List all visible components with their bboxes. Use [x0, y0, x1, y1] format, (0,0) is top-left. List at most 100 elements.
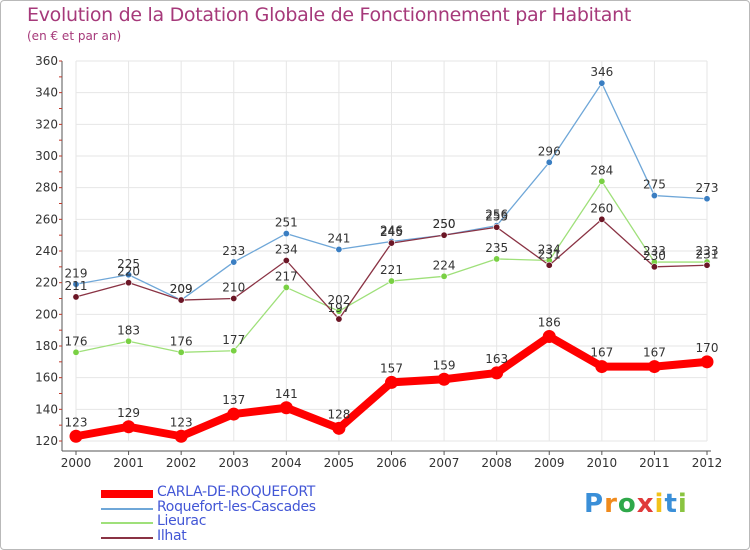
- data-label: 177: [222, 333, 245, 347]
- data-point: [387, 277, 395, 285]
- data-point: [387, 239, 395, 247]
- data-label: 163: [485, 352, 508, 366]
- legend-label: CARLA-DE-ROQUEFORT: [157, 484, 315, 500]
- data-point: [335, 315, 343, 323]
- data-point: [598, 177, 606, 185]
- logo-letter: i: [654, 489, 665, 519]
- data-label: 167: [643, 346, 666, 360]
- y-tick-label: 140: [35, 402, 58, 416]
- y-tick-label: 240: [35, 244, 58, 258]
- data-point: [122, 420, 136, 434]
- data-point: [440, 231, 448, 239]
- data-label: 273: [696, 181, 719, 195]
- y-tick-label: 180: [35, 339, 58, 353]
- data-label: 176: [170, 334, 193, 348]
- data-label: 157: [380, 361, 403, 375]
- data-point: [282, 256, 290, 264]
- legend-label: Lieurac: [157, 513, 207, 529]
- y-tick-label: 220: [35, 276, 58, 290]
- data-point: [335, 307, 343, 315]
- data-point: [282, 283, 290, 291]
- data-point: [230, 347, 238, 355]
- data-point: [332, 421, 346, 435]
- x-tick-label: 2011: [639, 456, 670, 470]
- data-label: 234: [538, 243, 561, 257]
- data-point: [69, 429, 83, 443]
- data-label: 186: [538, 316, 561, 330]
- logo-letter: P: [584, 489, 605, 519]
- data-label: 346: [590, 65, 613, 79]
- data-label: 225: [117, 257, 140, 271]
- data-label: 250: [433, 217, 456, 231]
- x-tick-label: 2012: [692, 456, 723, 470]
- data-label: 233: [222, 244, 245, 258]
- data-point: [125, 271, 133, 279]
- data-label: 251: [275, 216, 298, 230]
- data-label: 170: [696, 341, 719, 355]
- data-point: [700, 355, 714, 369]
- data-point: [493, 223, 501, 231]
- data-point: [437, 372, 451, 386]
- data-label: 202: [327, 293, 350, 307]
- x-tick-label: 2009: [534, 456, 565, 470]
- x-tick-label: 2007: [429, 456, 460, 470]
- legend-label: Roquefort-les-Cascades: [157, 499, 316, 515]
- data-label: 245: [380, 225, 403, 239]
- series-group: [69, 79, 714, 443]
- data-label: 128: [327, 407, 350, 421]
- legend-label: Ilhat: [157, 528, 187, 544]
- axes: 120 140 160 180 200 220 240 260 280 300 320 340 360 2…: [35, 54, 722, 470]
- data-point: [174, 429, 188, 443]
- data-label: 217: [275, 269, 298, 283]
- data-point: [493, 255, 501, 263]
- legend-swatch: [101, 508, 153, 510]
- data-label: 159: [433, 358, 456, 372]
- legend-swatch: [101, 490, 153, 498]
- logo-letter: r: [604, 489, 618, 519]
- logo-letter: i: [677, 489, 688, 519]
- data-point: [335, 245, 343, 253]
- data-point: [230, 258, 238, 266]
- data-point: [385, 375, 398, 389]
- y-tick-label: 300: [35, 149, 58, 163]
- data-point: [177, 296, 185, 304]
- data-label: 129: [117, 406, 140, 420]
- data-point: [650, 263, 658, 271]
- data-point: [647, 360, 661, 374]
- data-point: [125, 279, 133, 287]
- legend-swatch: [101, 522, 153, 524]
- data-label: 234: [275, 243, 298, 257]
- x-tick-label: 2008: [481, 456, 512, 470]
- x-tick-label: 2010: [587, 456, 618, 470]
- data-point: [230, 294, 238, 302]
- data-label: 230: [643, 249, 666, 263]
- x-tick-label: 2001: [113, 456, 144, 470]
- data-label: 220: [117, 265, 140, 279]
- x-tick-label: 2004: [271, 456, 302, 470]
- x-tick-label: 2002: [166, 456, 197, 470]
- y-tick-label: 340: [35, 86, 58, 100]
- data-point: [598, 215, 606, 223]
- y-tick-label: 200: [35, 307, 58, 321]
- data-point: [703, 261, 711, 269]
- data-label: 233: [643, 244, 666, 258]
- data-point: [72, 348, 80, 356]
- y-tick-label: 320: [35, 117, 58, 131]
- data-label: 275: [643, 178, 666, 192]
- data-label: 123: [170, 415, 193, 429]
- x-tick-label: 2000: [61, 456, 92, 470]
- data-label: 183: [117, 323, 140, 337]
- proxiti-logo: Proxiti: [584, 489, 688, 519]
- data-point: [542, 330, 556, 343]
- data-point: [72, 293, 80, 301]
- data-point: [545, 158, 553, 166]
- data-label: 241: [327, 231, 350, 245]
- data-label: 235: [485, 241, 508, 255]
- data-label: 256: [485, 208, 508, 222]
- y-tick-label: 160: [35, 371, 58, 385]
- data-label: 176: [65, 334, 88, 348]
- data-point: [279, 401, 293, 415]
- data-label: 141: [275, 387, 298, 401]
